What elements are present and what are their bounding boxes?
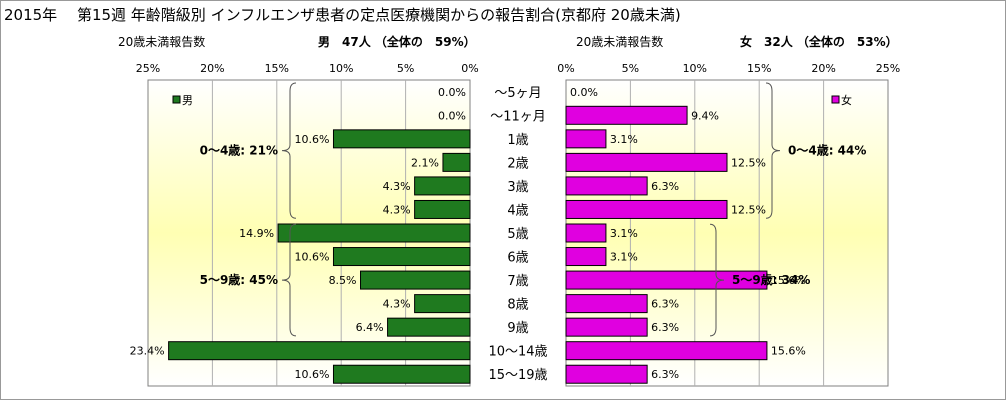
female-bar [565,317,648,337]
category-label: ～11ヶ月 [490,109,546,124]
category-label: 7歳 [507,274,528,289]
category-label: 2歳 [507,156,528,171]
category-label: 6歳 [507,251,528,266]
category-label: ～5ヶ月 [494,86,541,101]
female-age-group-annotation: 0～4歳: 44% [788,143,866,158]
female-bar [565,152,728,172]
female-data-label: 3.1% [610,251,638,264]
right-header-summary: 女 32人 （全体の 53%） [740,34,898,49]
male-bar [414,294,471,314]
female-age-group-brace [709,223,725,337]
male-bar [332,129,471,149]
male-data-label: 8.5% [329,274,357,287]
male-data-label: 23.4% [130,345,165,358]
male-x-tick-label: 10% [329,62,353,75]
category-label: 4歳 [507,203,528,218]
category-label: 9歳 [507,321,528,336]
category-label: 15～19歳 [488,368,547,383]
male-data-label: 10.6% [295,251,330,264]
male-data-label: 4.3% [383,203,411,216]
axis-tick-labels: 25% 20% 15% 10% 5% 0% 0% 5% 10% 15% 20% 25% [136,62,900,75]
female-x-tick-label: 25% [876,62,900,75]
category-label: 3歳 [507,180,528,195]
female-bar [565,105,688,125]
female-bar [565,247,607,267]
female-x-tick-label: 5% [622,62,639,75]
female-data-label: 9.4% [691,109,719,122]
male-bar [277,223,471,243]
male-bar [414,199,471,219]
male-bar [442,152,471,172]
female-x-tick-label: 15% [747,62,771,75]
female-data-label: 6.3% [651,180,679,193]
category-label: 5歳 [507,227,528,242]
female-age-group-brace [765,82,781,219]
male-legend-label: 男 [182,94,193,107]
female-bar [565,341,768,361]
female-x-tick-label: 0% [557,62,574,75]
male-data-label: 0.0% [438,86,466,99]
male-data-label: 0.0% [438,109,466,122]
female-data-label: 6.3% [651,321,679,334]
female-data-label: 0.0% [570,86,598,99]
male-age-group-brace [281,223,297,337]
male-legend-swatch [172,95,181,104]
male-bar [360,270,471,290]
female-bar [565,176,648,196]
male-bar [387,317,471,337]
female-bar [565,270,768,290]
left-header-summary: 男 47人 （全体の 59%） [318,34,476,49]
female-data-label: 12.5% [731,156,766,169]
female-x-tick-label: 20% [811,62,835,75]
male-data-label: 14.9% [239,227,274,240]
male-data-label: 4.3% [383,298,411,311]
female-bar [565,129,607,149]
male-age-group-annotation: 0～4歳: 21% [200,143,278,158]
female-data-label: 12.5% [731,203,766,216]
male-bar [414,176,471,196]
female-data-label: 6.3% [651,368,679,381]
male-bar [332,247,471,267]
right-header-caption: 20歳未満報告数 [576,34,663,49]
female-data-label: 6.3% [651,298,679,311]
male-x-tick-label: 0% [461,62,478,75]
male-age-group-brace [281,82,297,219]
female-data-label: 3.1% [610,227,638,240]
male-data-label: 6.4% [356,321,384,334]
female-x-tick-label: 10% [683,62,707,75]
category-label: 10～14歳 [488,345,547,360]
male-bar [332,364,471,384]
category-labels: ～5ヶ月 ～11ヶ月 1歳 2歳 3歳 4歳 5歳 6歳 7歳 8歳 9歳 10～14歳 15～19歳 [488,86,547,383]
legends: 男女 [172,93,852,107]
male-x-tick-label: 5% [397,62,414,75]
female-age-group-annotation: 5～9歳: 34% [732,272,810,287]
female-bar [565,223,607,243]
chart-title: 2015年 第15週 年齢階級別 インフルエンザ患者の定点医療機関からの報告割合… [4,6,681,24]
female-data-label: 15.6% [771,345,806,358]
annotations: 0～4歳: 21% 5～9歳: 45% 0～4歳: 44% 5～9歳: 34% [200,82,866,337]
bars [168,105,768,384]
male-data-label: 4.3% [383,180,411,193]
female-data-label: 15.6% [771,274,806,287]
category-label: 1歳 [507,133,528,148]
left-header-caption: 20歳未満報告数 [118,34,205,49]
female-bar [565,199,728,219]
male-bar [168,341,471,361]
male-x-tick-label: 15% [265,62,289,75]
female-bar [565,364,648,384]
male-x-tick-label: 20% [200,62,224,75]
female-bar [565,294,648,314]
male-data-label: 2.1% [411,156,439,169]
female-data-label: 3.1% [610,133,638,146]
female-legend-label: 女 [841,93,852,107]
data-labels: 0.0%0.0%10.6%2.1%4.3%4.3%14.9%10.6%8.5%4… [130,86,806,381]
category-label: 8歳 [507,298,528,313]
male-data-label: 10.6% [295,368,330,381]
female-legend-swatch [831,95,840,104]
male-age-group-annotation: 5～9歳: 45% [200,272,278,287]
male-x-tick-label: 25% [136,62,160,75]
male-data-label: 10.6% [295,133,330,146]
